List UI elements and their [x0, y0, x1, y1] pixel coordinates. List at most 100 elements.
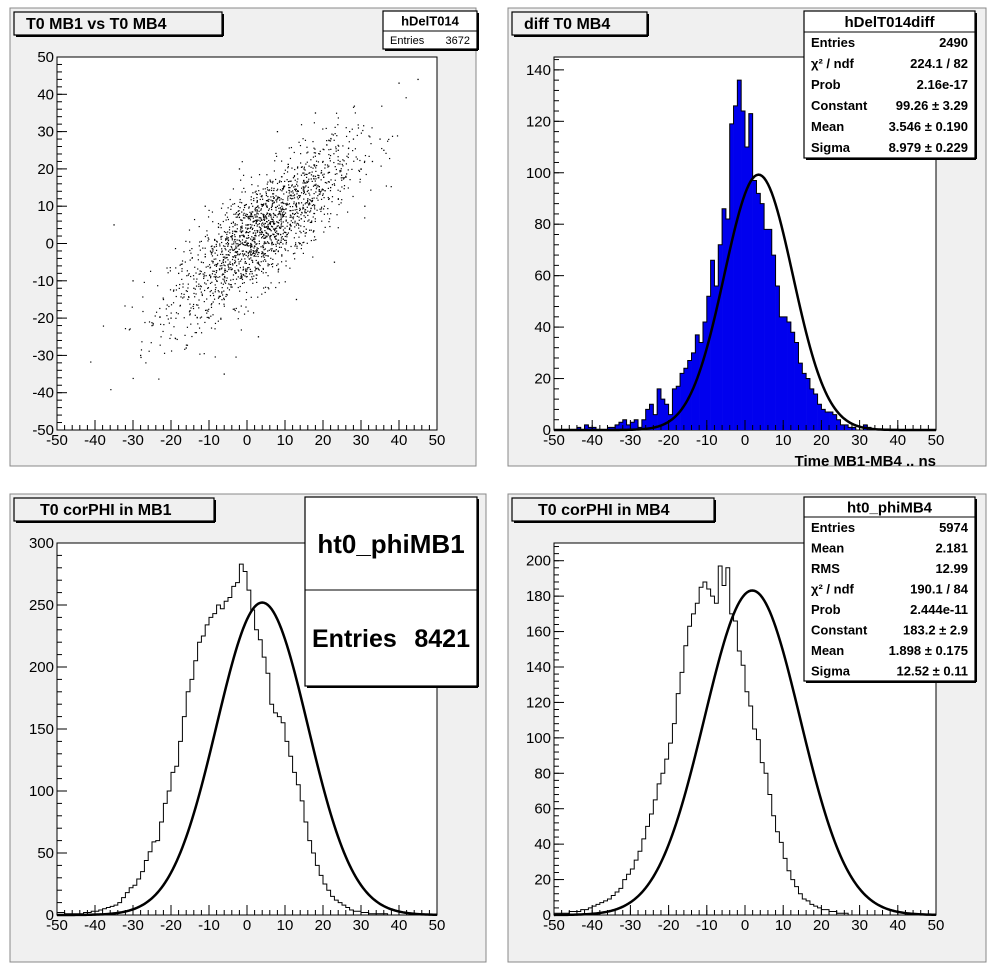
data-point: [305, 202, 307, 204]
data-point: [267, 181, 269, 183]
data-point: [248, 237, 250, 239]
data-point: [320, 190, 322, 193]
data-point: [220, 207, 223, 209]
histogram-bar: [691, 352, 696, 430]
data-point: [148, 321, 151, 323]
data-point: [314, 165, 316, 167]
data-point: [330, 186, 332, 189]
data-point: [291, 167, 293, 169]
data-point: [244, 275, 246, 277]
data-point: [226, 216, 229, 218]
data-point: [276, 225, 278, 227]
data-point: [273, 223, 275, 226]
data-point: [309, 203, 311, 205]
data-point: [335, 150, 337, 152]
data-point: [269, 222, 272, 225]
data-point: [247, 254, 250, 256]
histogram-bar: [641, 419, 646, 430]
data-point: [306, 190, 308, 193]
data-point: [253, 252, 255, 255]
data-point: [211, 303, 213, 305]
data-point: [244, 262, 246, 264]
data-point: [245, 241, 247, 243]
data-point: [226, 238, 228, 240]
data-point: [276, 201, 278, 203]
data-point: [180, 263, 182, 265]
data-point: [208, 316, 210, 319]
histogram: [56, 563, 438, 917]
data-point: [259, 193, 261, 195]
data-point: [339, 169, 341, 172]
data-point: [266, 228, 269, 230]
data-point: [145, 362, 147, 364]
data-point: [307, 186, 309, 188]
x-tick-label: -30: [122, 432, 144, 449]
data-point: [300, 162, 302, 164]
data-point: [278, 239, 280, 241]
data-point: [261, 253, 263, 255]
data-point: [234, 247, 237, 249]
data-point: [207, 240, 209, 242]
histogram-bar: [737, 80, 742, 430]
data-point: [333, 153, 335, 155]
data-point: [320, 198, 323, 200]
data-point: [282, 216, 284, 218]
data-point: [212, 270, 214, 272]
data-point: [248, 250, 251, 252]
data-point: [266, 212, 268, 214]
data-point: [296, 181, 298, 183]
data-point: [247, 215, 249, 218]
data-point: [246, 244, 248, 246]
data-point: [181, 263, 183, 265]
data-point: [341, 186, 343, 188]
data-point: [303, 182, 306, 184]
data-point: [295, 188, 297, 190]
data-point: [149, 270, 152, 272]
data-point: [169, 337, 171, 340]
data-point: [205, 266, 207, 268]
data-point: [266, 220, 268, 223]
data-point: [237, 286, 239, 289]
data-point: [293, 201, 295, 203]
data-point: [266, 187, 268, 189]
data-point: [243, 282, 245, 284]
data-point: [221, 267, 223, 269]
data-point: [234, 309, 236, 312]
data-point: [243, 313, 246, 315]
data-point: [297, 178, 299, 180]
data-point: [261, 230, 263, 233]
data-point: [284, 281, 286, 283]
data-point: [323, 213, 325, 215]
x-tick-label: -40: [84, 432, 106, 449]
data-point: [215, 287, 217, 289]
data-point: [263, 203, 265, 205]
data-point: [328, 171, 331, 174]
data-point: [229, 251, 231, 254]
data-point: [272, 263, 274, 265]
data-point: [289, 187, 291, 189]
chart-panel-4: -50 -40 -30 -20 -10 0 10 20 30 40 5002040608010012…: [507, 493, 987, 963]
data-point: [254, 216, 256, 218]
data-point: [219, 265, 221, 267]
data-point: [260, 261, 262, 263]
histogram-bar: [702, 321, 708, 430]
data-point: [313, 192, 315, 195]
data-point: [253, 240, 255, 242]
data-point: [258, 252, 260, 254]
data-point: [381, 147, 383, 150]
histogram-bar: [848, 427, 853, 430]
data-point: [317, 199, 319, 201]
data-point: [260, 208, 262, 210]
y-tick-label: 140: [526, 659, 551, 676]
data-point: [260, 246, 262, 248]
data-point: [324, 167, 326, 169]
data-point: [258, 217, 260, 219]
data-point: [245, 270, 247, 273]
data-point: [303, 191, 305, 194]
x-tick-label: -10: [198, 432, 220, 449]
data-point: [259, 231, 261, 233]
data-point: [304, 203, 306, 205]
data-point: [263, 214, 265, 216]
x-tick-label: 50: [928, 917, 945, 934]
data-point: [211, 260, 213, 262]
